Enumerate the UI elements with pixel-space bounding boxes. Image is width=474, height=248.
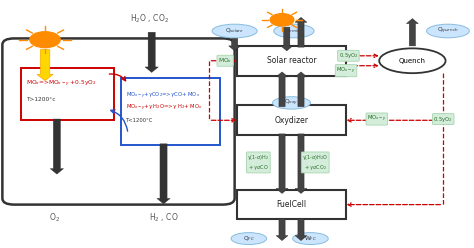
Text: O$_2$: O$_2$ <box>49 212 60 224</box>
FancyArrow shape <box>50 119 64 174</box>
FancyBboxPatch shape <box>237 46 346 76</box>
Text: H$_2$ , CO: H$_2$ , CO <box>149 212 178 224</box>
Circle shape <box>30 32 60 48</box>
Circle shape <box>270 14 294 26</box>
Ellipse shape <box>212 24 257 38</box>
FancyBboxPatch shape <box>237 190 346 219</box>
FancyArrow shape <box>276 72 288 107</box>
FancyArrow shape <box>281 27 292 51</box>
Text: MO$_{x-y}$+$\gamma$ H$_2$O=>$\gamma$ H$_2$+ MO$_x$: MO$_{x-y}$+$\gamma$ H$_2$O=>$\gamma$ H$_… <box>126 103 202 113</box>
FancyArrow shape <box>157 144 170 204</box>
Text: Q$_{emise}$: Q$_{emise}$ <box>284 27 303 35</box>
Text: W$_{FC}$: W$_{FC}$ <box>304 234 317 243</box>
Text: H$_2$O , CO$_2$: H$_2$O , CO$_2$ <box>130 12 169 25</box>
FancyBboxPatch shape <box>21 68 114 120</box>
Text: MO$_{x-y}$: MO$_{x-y}$ <box>336 65 356 76</box>
FancyArrow shape <box>407 19 418 46</box>
FancyArrow shape <box>295 134 307 193</box>
FancyBboxPatch shape <box>237 105 346 135</box>
FancyArrow shape <box>295 72 307 107</box>
Text: Q$_{FC}$: Q$_{FC}$ <box>243 234 255 243</box>
FancyBboxPatch shape <box>121 78 220 145</box>
FancyArrow shape <box>295 218 307 241</box>
Ellipse shape <box>274 24 314 38</box>
Ellipse shape <box>293 233 328 245</box>
Ellipse shape <box>231 233 266 245</box>
Text: MO$_{x-y}$+$\gamma$CO$_2$=>$\gamma$CO+ MO$_x$: MO$_{x-y}$+$\gamma$CO$_2$=>$\gamma$CO+ M… <box>126 90 200 101</box>
Text: Oxydizer: Oxydizer <box>274 116 309 125</box>
Text: Solar reactor: Solar reactor <box>267 56 316 65</box>
Text: 0.5yO$_2$: 0.5yO$_2$ <box>338 51 358 60</box>
Text: MO$_x$: MO$_x$ <box>218 56 232 65</box>
Text: MO$_{x-y}$: MO$_{x-y}$ <box>367 114 387 124</box>
Text: 0.5yO$_2$: 0.5yO$_2$ <box>433 115 453 124</box>
Ellipse shape <box>427 24 469 38</box>
Text: T>1200°c: T>1200°c <box>26 97 55 102</box>
Text: T<1200°C: T<1200°C <box>126 118 153 123</box>
FancyArrow shape <box>276 218 288 241</box>
Text: Q$_{quench}$: Q$_{quench}$ <box>437 26 459 36</box>
FancyArrow shape <box>276 134 288 193</box>
Text: $\gamma$(1-$\alpha$)H$_2$
+ $\gamma\alpha$CO: $\gamma$(1-$\alpha$)H$_2$ + $\gamma\alph… <box>247 153 269 172</box>
Ellipse shape <box>379 48 446 73</box>
FancyArrow shape <box>228 38 240 51</box>
FancyArrow shape <box>145 32 158 72</box>
Text: $\gamma$(1-$\alpha$)H$_2$O
+ $\gamma\alpha$CO$_2$: $\gamma$(1-$\alpha$)H$_2$O + $\gamma\alp… <box>302 153 328 172</box>
Ellipse shape <box>273 97 310 109</box>
Text: FuelCell: FuelCell <box>276 200 307 209</box>
Text: Quench: Quench <box>399 58 426 64</box>
FancyArrow shape <box>295 17 307 47</box>
Text: MO$_x$=>MO$_{x-y}$ +0.5yO$_2$: MO$_x$=>MO$_{x-y}$ +0.5yO$_2$ <box>26 79 97 90</box>
Text: Q$_{oxy}$: Q$_{oxy}$ <box>284 98 299 108</box>
FancyArrow shape <box>37 50 53 81</box>
Text: Q$_{solare}$: Q$_{solare}$ <box>225 27 244 35</box>
